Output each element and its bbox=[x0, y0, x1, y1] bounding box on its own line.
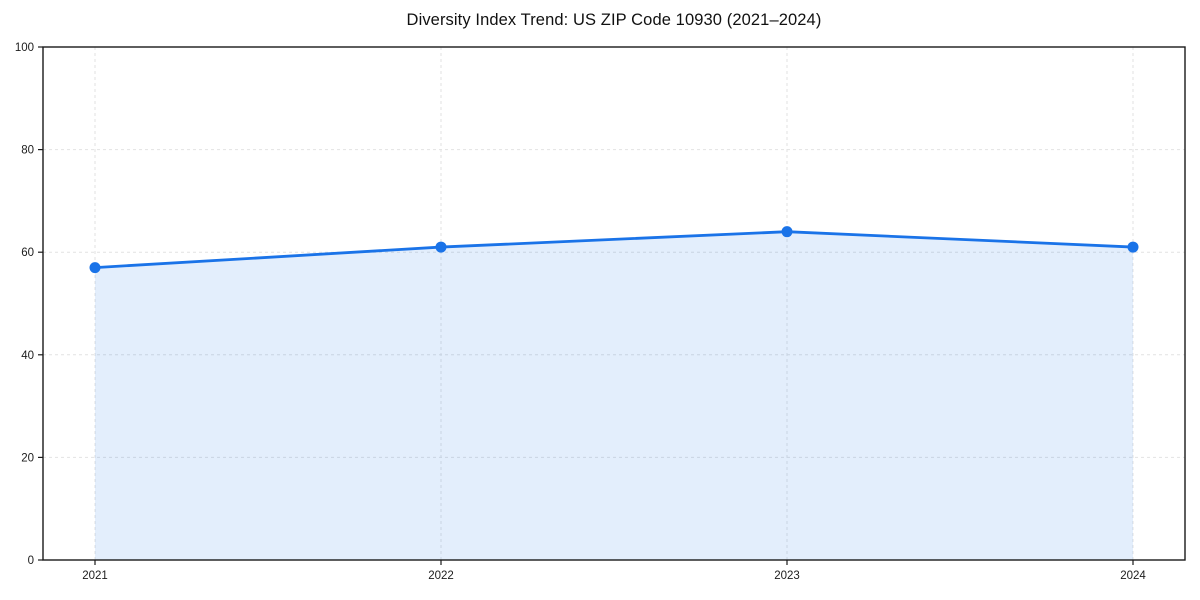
y-tick-label: 100 bbox=[15, 42, 34, 54]
data-point bbox=[1127, 241, 1139, 253]
data-point bbox=[89, 262, 101, 274]
area-fill bbox=[95, 231, 1133, 560]
x-tick-label: 2024 bbox=[1120, 570, 1146, 582]
y-tick-label: 20 bbox=[21, 452, 34, 464]
x-tick-label: 2023 bbox=[774, 570, 800, 582]
trend-line bbox=[93, 230, 1135, 269]
x-tick-label: 2022 bbox=[428, 570, 454, 582]
axis-frame bbox=[42, 46, 1186, 561]
data-point bbox=[781, 226, 793, 238]
chart-title: Diversity Index Trend: US ZIP Code 10930… bbox=[406, 11, 822, 29]
x-tick-label: 2021 bbox=[82, 570, 108, 582]
y-tick-label: 40 bbox=[21, 350, 34, 362]
y-tick-label: 0 bbox=[28, 555, 34, 567]
y-tick-label: 80 bbox=[21, 145, 34, 157]
y-tick-label: 60 bbox=[21, 247, 34, 259]
data-point bbox=[435, 241, 447, 253]
